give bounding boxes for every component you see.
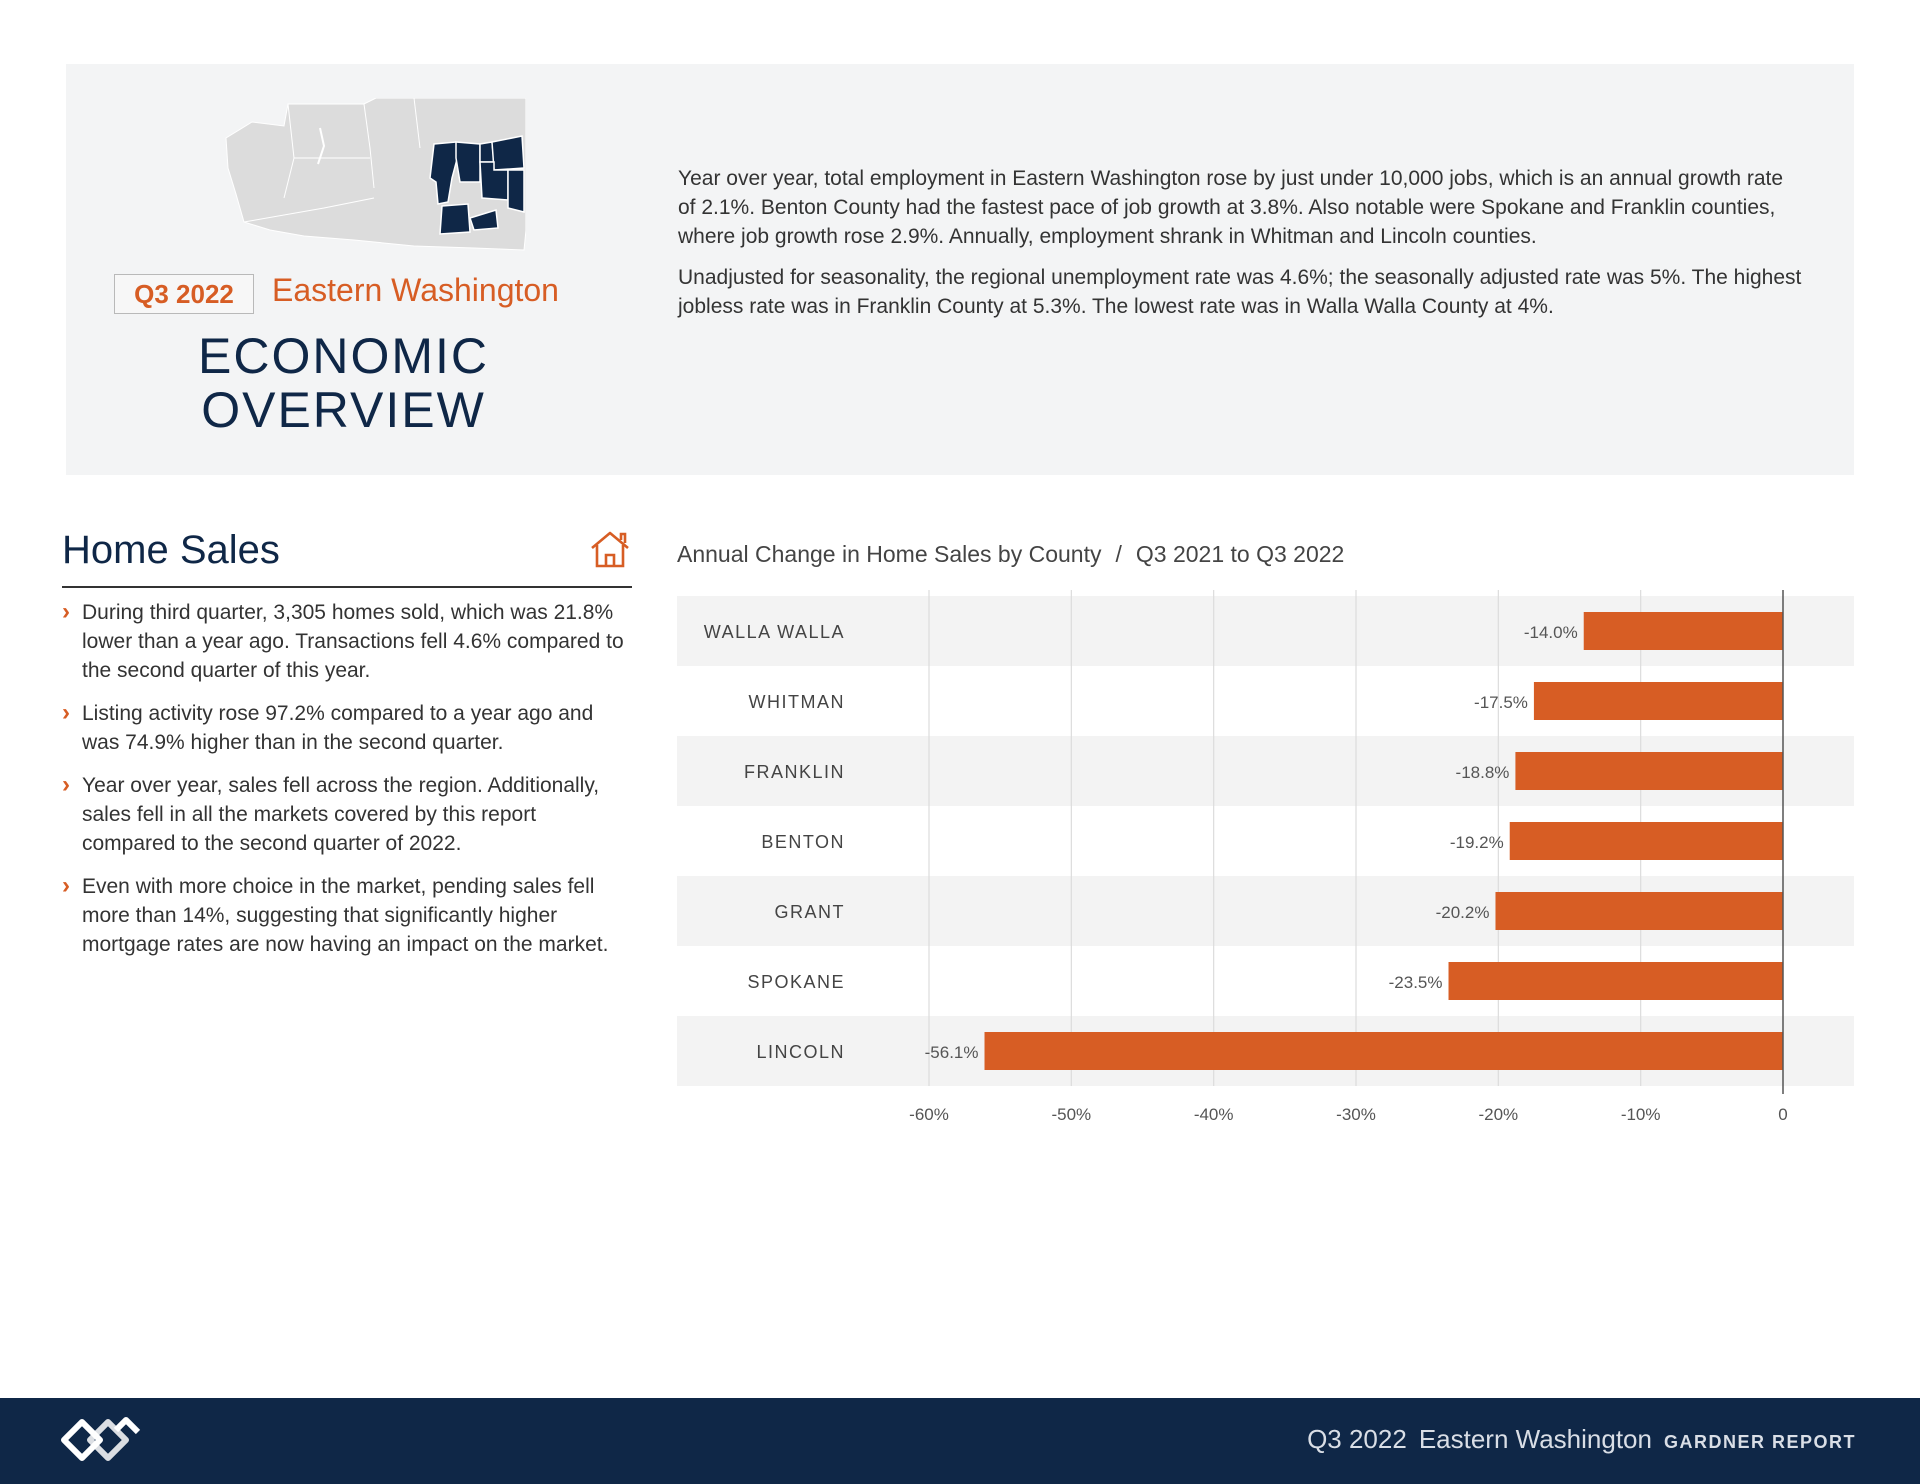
washington-map bbox=[225, 98, 526, 251]
home-sales-header: Home Sales bbox=[62, 528, 632, 588]
bar bbox=[1448, 962, 1783, 1000]
quarter-badge: Q3 2022 bbox=[114, 274, 254, 314]
value-label: -19.2% bbox=[1450, 833, 1504, 852]
bar bbox=[1509, 822, 1783, 860]
value-label: -20.2% bbox=[1436, 903, 1490, 922]
bullet-item: Even with more choice in the market, pen… bbox=[62, 871, 632, 959]
value-label: -23.5% bbox=[1389, 973, 1443, 992]
footer-quarter: Q3 2022 bbox=[1307, 1424, 1407, 1454]
footer-report-name: GARDNER REPORT bbox=[1663, 1432, 1856, 1452]
page-title-line-1: ECONOMIC bbox=[198, 328, 489, 384]
x-tick-label: -50% bbox=[1051, 1105, 1091, 1124]
category-label: BENTON bbox=[761, 832, 845, 852]
category-label: SPOKANE bbox=[747, 972, 845, 992]
overview-panel: Q3 2022 Eastern Washington ECONOMIC OVER… bbox=[66, 64, 1854, 475]
value-label: -18.8% bbox=[1456, 763, 1510, 782]
footer-region: Eastern Washington bbox=[1418, 1424, 1652, 1454]
page-title-line-2: OVERVIEW bbox=[201, 382, 486, 438]
x-tick-label: -20% bbox=[1478, 1105, 1518, 1124]
chart-subtitle: Q3 2021 to Q3 2022 bbox=[1135, 541, 1345, 567]
summary-paragraph: Unadjusted for seasonality, the regional… bbox=[678, 266, 1802, 318]
house-icon bbox=[591, 531, 629, 568]
value-label: -14.0% bbox=[1524, 623, 1578, 642]
x-tick-label: -30% bbox=[1336, 1105, 1376, 1124]
page-title: ECONOMIC OVERVIEW bbox=[132, 329, 555, 437]
region-title: Eastern Washington bbox=[272, 272, 559, 308]
x-tick-label: -40% bbox=[1194, 1105, 1234, 1124]
chart-title-separator: / bbox=[1115, 541, 1122, 567]
bullet-item: Year over year, sales fell across the re… bbox=[62, 770, 632, 858]
bar bbox=[1515, 752, 1783, 790]
x-tick-label: 0 bbox=[1778, 1105, 1787, 1124]
footer: Q3 2022 Eastern Washington GARDNER REPORT bbox=[0, 1398, 1920, 1484]
windermere-logo-icon bbox=[61, 1417, 141, 1461]
x-tick-label: -10% bbox=[1621, 1105, 1661, 1124]
economic-summary: Year over year, total employment in East… bbox=[678, 164, 1803, 333]
home-sales-bullets: During third quarter, 3,305 homes sold, … bbox=[62, 597, 632, 973]
eastern-washington-counties bbox=[429, 135, 525, 235]
chart-title-main: Annual Change in Home Sales by County bbox=[677, 541, 1102, 567]
chart-title: Annual Change in Home Sales by County / Q3… bbox=[677, 541, 1344, 568]
bar bbox=[1583, 612, 1783, 650]
category-label: LINCOLN bbox=[756, 1042, 845, 1062]
home-sales-bar-chart: WALLA WALLA -14.0% WHITMAN -17.5% FRANKLIN -1… bbox=[677, 590, 1854, 1124]
bar bbox=[1495, 892, 1783, 930]
category-label: WHITMAN bbox=[749, 692, 845, 712]
category-label: WALLA WALLA bbox=[704, 622, 845, 642]
bullet-item: During third quarter, 3,305 homes sold, … bbox=[62, 597, 632, 685]
home-sales-title: Home Sales bbox=[62, 528, 280, 572]
category-label: FRANKLIN bbox=[744, 762, 845, 782]
bar bbox=[1533, 682, 1783, 720]
category-label: GRANT bbox=[775, 902, 846, 922]
value-label: -56.1% bbox=[925, 1043, 979, 1062]
value-label: -17.5% bbox=[1474, 693, 1528, 712]
summary-paragraph: Year over year, total employment in East… bbox=[678, 167, 1784, 248]
bullet-item: Listing activity rose 97.2% compared to … bbox=[62, 698, 632, 757]
bar bbox=[984, 1032, 1783, 1070]
x-tick-label: -60% bbox=[909, 1105, 949, 1124]
footer-text: Q3 2022 Eastern Washington GARDNER REPORT bbox=[1307, 1424, 1856, 1455]
